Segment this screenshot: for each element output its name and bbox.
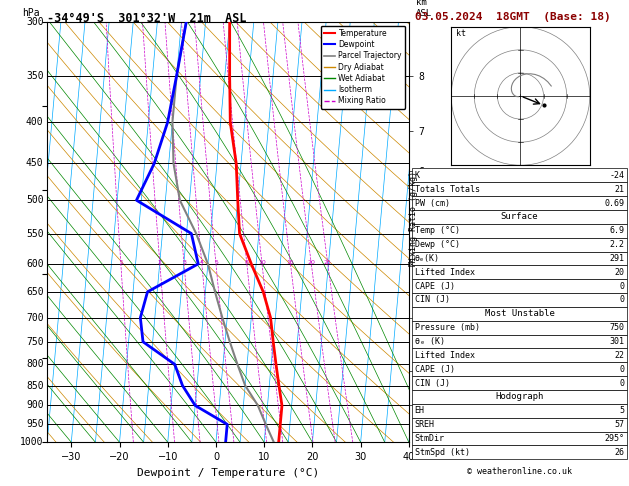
Text: 5: 5 [214, 260, 218, 265]
Text: 0: 0 [620, 281, 625, 291]
Text: © weatheronline.co.uk: © weatheronline.co.uk [467, 467, 572, 476]
Text: 0: 0 [620, 379, 625, 388]
Text: 6.9: 6.9 [610, 226, 625, 235]
Text: Mixing Ratio (g/kg): Mixing Ratio (g/kg) [409, 171, 418, 266]
Text: 2.2: 2.2 [610, 240, 625, 249]
Text: K: K [415, 171, 420, 180]
Text: θₑ(K): θₑ(K) [415, 254, 440, 263]
Text: 21: 21 [615, 185, 625, 194]
Text: SREH: SREH [415, 420, 435, 429]
Text: 750: 750 [26, 337, 43, 347]
Text: 2: 2 [158, 260, 162, 265]
Text: Hodograph: Hodograph [496, 392, 543, 401]
Text: CAPE (J): CAPE (J) [415, 281, 455, 291]
Text: StmDir: StmDir [415, 434, 445, 443]
Text: 400: 400 [26, 117, 43, 127]
Text: CIN (J): CIN (J) [415, 295, 450, 305]
Text: 0: 0 [620, 295, 625, 305]
Text: EH: EH [415, 406, 425, 416]
Text: 950: 950 [26, 419, 43, 429]
Text: θₑ (K): θₑ (K) [415, 337, 445, 346]
Text: 700: 700 [26, 312, 43, 323]
Text: 4: 4 [200, 260, 204, 265]
Text: 350: 350 [26, 70, 43, 81]
Text: 15: 15 [287, 260, 294, 265]
Text: 22: 22 [615, 351, 625, 360]
Text: StmSpd (kt): StmSpd (kt) [415, 448, 469, 457]
Text: 20: 20 [308, 260, 315, 265]
Text: 57: 57 [615, 420, 625, 429]
Text: 295°: 295° [604, 434, 625, 443]
Text: hPa: hPa [22, 8, 40, 17]
Text: Pressure (mb): Pressure (mb) [415, 323, 479, 332]
Text: CIN (J): CIN (J) [415, 379, 450, 388]
Text: 1: 1 [119, 260, 123, 265]
Text: 25: 25 [324, 260, 332, 265]
Text: kt: kt [456, 29, 466, 38]
Text: -34°49'S  301°32'W  21m  ASL: -34°49'S 301°32'W 21m ASL [47, 12, 247, 25]
Text: 301: 301 [610, 337, 625, 346]
Text: 291: 291 [610, 254, 625, 263]
Text: 600: 600 [26, 259, 43, 269]
Text: CAPE (J): CAPE (J) [415, 364, 455, 374]
Text: 750: 750 [610, 323, 625, 332]
Text: Dewp (°C): Dewp (°C) [415, 240, 460, 249]
Text: Lifted Index: Lifted Index [415, 268, 474, 277]
Text: 3: 3 [182, 260, 186, 265]
X-axis label: Dewpoint / Temperature (°C): Dewpoint / Temperature (°C) [137, 468, 319, 478]
Text: 10: 10 [259, 260, 266, 265]
Text: 650: 650 [26, 287, 43, 297]
Text: PW (cm): PW (cm) [415, 198, 450, 208]
Text: 850: 850 [26, 381, 43, 391]
Text: 500: 500 [26, 195, 43, 205]
Text: 8: 8 [245, 260, 249, 265]
Text: Surface: Surface [501, 212, 538, 222]
Text: 900: 900 [26, 400, 43, 411]
Text: 0: 0 [620, 364, 625, 374]
Text: Totals Totals: Totals Totals [415, 185, 479, 194]
Text: 03.05.2024  18GMT  (Base: 18): 03.05.2024 18GMT (Base: 18) [415, 12, 611, 22]
Text: Lifted Index: Lifted Index [415, 351, 474, 360]
Text: 450: 450 [26, 158, 43, 169]
Text: Temp (°C): Temp (°C) [415, 226, 460, 235]
Text: km
ASL: km ASL [416, 0, 432, 17]
Text: 5: 5 [620, 406, 625, 416]
Text: 800: 800 [26, 359, 43, 369]
Text: LCL: LCL [413, 420, 428, 430]
Text: 550: 550 [26, 228, 43, 239]
Text: 26: 26 [615, 448, 625, 457]
Text: 20: 20 [615, 268, 625, 277]
Text: Most Unstable: Most Unstable [484, 309, 555, 318]
Text: 300: 300 [26, 17, 43, 27]
Text: 1000: 1000 [20, 437, 43, 447]
Legend: Temperature, Dewpoint, Parcel Trajectory, Dry Adiabat, Wet Adiabat, Isotherm, Mi: Temperature, Dewpoint, Parcel Trajectory… [321, 26, 405, 108]
Text: 0.69: 0.69 [604, 198, 625, 208]
Text: -24: -24 [610, 171, 625, 180]
